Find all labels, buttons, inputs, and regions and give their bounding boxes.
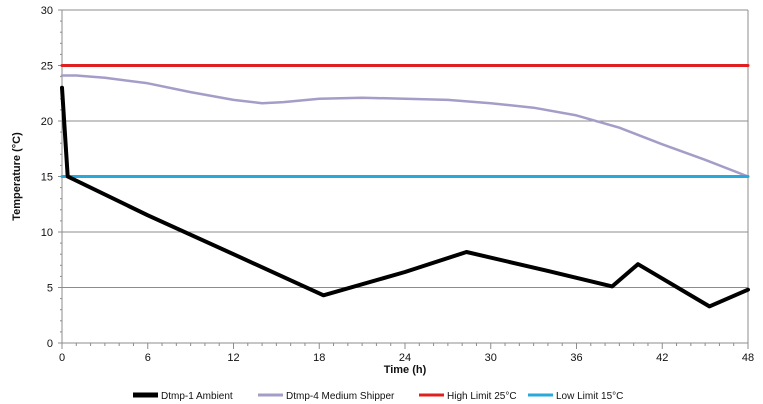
x-tick-label-0: 0: [59, 352, 65, 364]
legend: Dtmp-1 Ambient Dtmp-4 Medium Shipper High …: [133, 391, 623, 402]
x-tick-label-6: 6: [145, 352, 151, 364]
y-tick-label-25: 25: [41, 61, 53, 73]
x-tick-label-36: 36: [570, 352, 582, 364]
y-tick-label-5: 5: [47, 283, 53, 295]
x-tick-label-24: 24: [399, 352, 411, 364]
y-tick-label-10: 10: [41, 227, 53, 239]
y-tick-label-20: 20: [41, 116, 53, 128]
y-axis-title: Temperature (°C): [11, 132, 23, 221]
y-tick-label-15: 15: [41, 172, 53, 184]
legend-item-dtmp-1-ambient: Dtmp-1 Ambient: [133, 391, 233, 402]
x-tick-label-48: 48: [742, 352, 754, 364]
y-tick-label-30: 30: [41, 5, 53, 17]
grid-layer: [62, 9, 748, 288]
x-axis-title: Time (h): [384, 364, 427, 376]
legend-item-low-limit-15-c: Low Limit 15°C: [528, 391, 623, 402]
series-line-dtmp-1-ambient: [60, 85, 750, 309]
legend-label-dtmp-4-medium-shipper: Dtmp-4 Medium Shipper: [286, 391, 395, 402]
legend-item-high-limit-25-c: High Limit 25°C: [419, 391, 517, 402]
x-tick-label-42: 42: [656, 352, 668, 364]
legend-label-low-limit-15-c: Low Limit 15°C: [556, 391, 623, 402]
x-tick-label-18: 18: [313, 352, 325, 364]
legend-item-dtmp-4-medium-shipper: Dtmp-4 Medium Shipper: [258, 391, 395, 402]
axes-layer: 0 5 10 15 20 25 30 0 6 12 18 24 30 36 42 48: [41, 5, 754, 364]
x-tick-label-30: 30: [485, 352, 497, 364]
legend-label-dtmp-1-ambient: Dtmp-1 Ambient: [161, 391, 233, 402]
legend-label-high-limit-25-c: High Limit 25°C: [447, 391, 517, 402]
y-tick-label-0: 0: [47, 338, 53, 350]
series-layer: [60, 64, 750, 309]
x-tick-label-12: 12: [227, 352, 239, 364]
series-line-dtmp-4-medium-shipper: [60, 74, 750, 178]
